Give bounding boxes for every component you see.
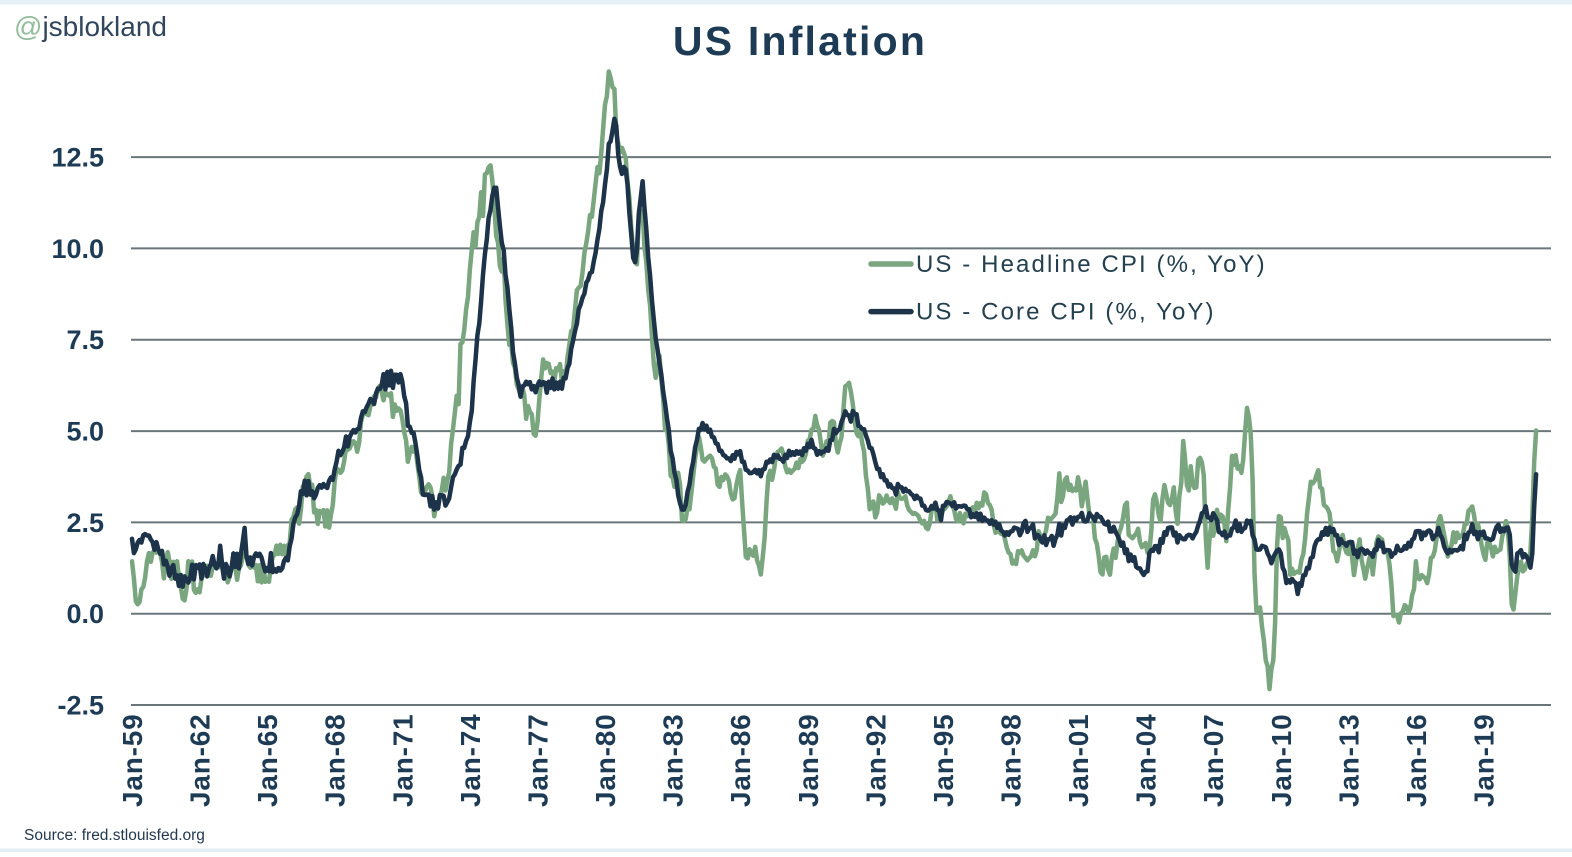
svg-text:Jan-68: Jan-68 [320,713,351,807]
svg-text:US - Headline CPI (%, YoY): US - Headline CPI (%, YoY) [916,251,1267,278]
svg-text:Jan-13: Jan-13 [1333,713,1364,807]
svg-text:Jan-07: Jan-07 [1198,713,1229,807]
svg-text:Jan-89: Jan-89 [793,713,824,807]
svg-text:US - Core CPI (%, YoY): US - Core CPI (%, YoY) [916,299,1216,326]
svg-text:2.5: 2.5 [66,508,104,538]
svg-text:5.0: 5.0 [66,417,104,447]
svg-text:Jan-92: Jan-92 [860,713,891,807]
svg-text:US Inflation: US Inflation [673,18,927,64]
svg-text:12.5: 12.5 [51,143,104,173]
svg-text:Jan-59: Jan-59 [117,713,148,807]
svg-text:7.5: 7.5 [66,325,104,355]
svg-text:Jan-16: Jan-16 [1401,713,1432,807]
svg-text:Jan-01: Jan-01 [1063,713,1094,807]
svg-text:Jan-65: Jan-65 [252,713,283,807]
svg-text:Jan-10: Jan-10 [1266,713,1297,807]
svg-text:Jan-98: Jan-98 [996,713,1027,807]
svg-text:-2.5: -2.5 [57,691,104,721]
svg-text:0.0: 0.0 [66,599,104,629]
svg-text:Jan-62: Jan-62 [185,713,216,807]
svg-text:Jan-86: Jan-86 [725,713,756,807]
svg-text:10.0: 10.0 [51,234,104,264]
svg-text:Jan-80: Jan-80 [590,713,621,807]
svg-text:Jan-83: Jan-83 [658,713,689,807]
svg-text:@jsblokland: @jsblokland [14,11,167,42]
svg-text:Jan-77: Jan-77 [523,713,554,807]
svg-text:Jan-71: Jan-71 [387,713,418,807]
svg-text:Source: fred.stlouisfed.org: Source: fred.stlouisfed.org [24,827,205,844]
svg-text:Jan-95: Jan-95 [928,713,959,807]
svg-text:Jan-04: Jan-04 [1131,713,1162,807]
svg-text:Jan-19: Jan-19 [1469,713,1500,807]
svg-text:Jan-74: Jan-74 [455,713,486,807]
